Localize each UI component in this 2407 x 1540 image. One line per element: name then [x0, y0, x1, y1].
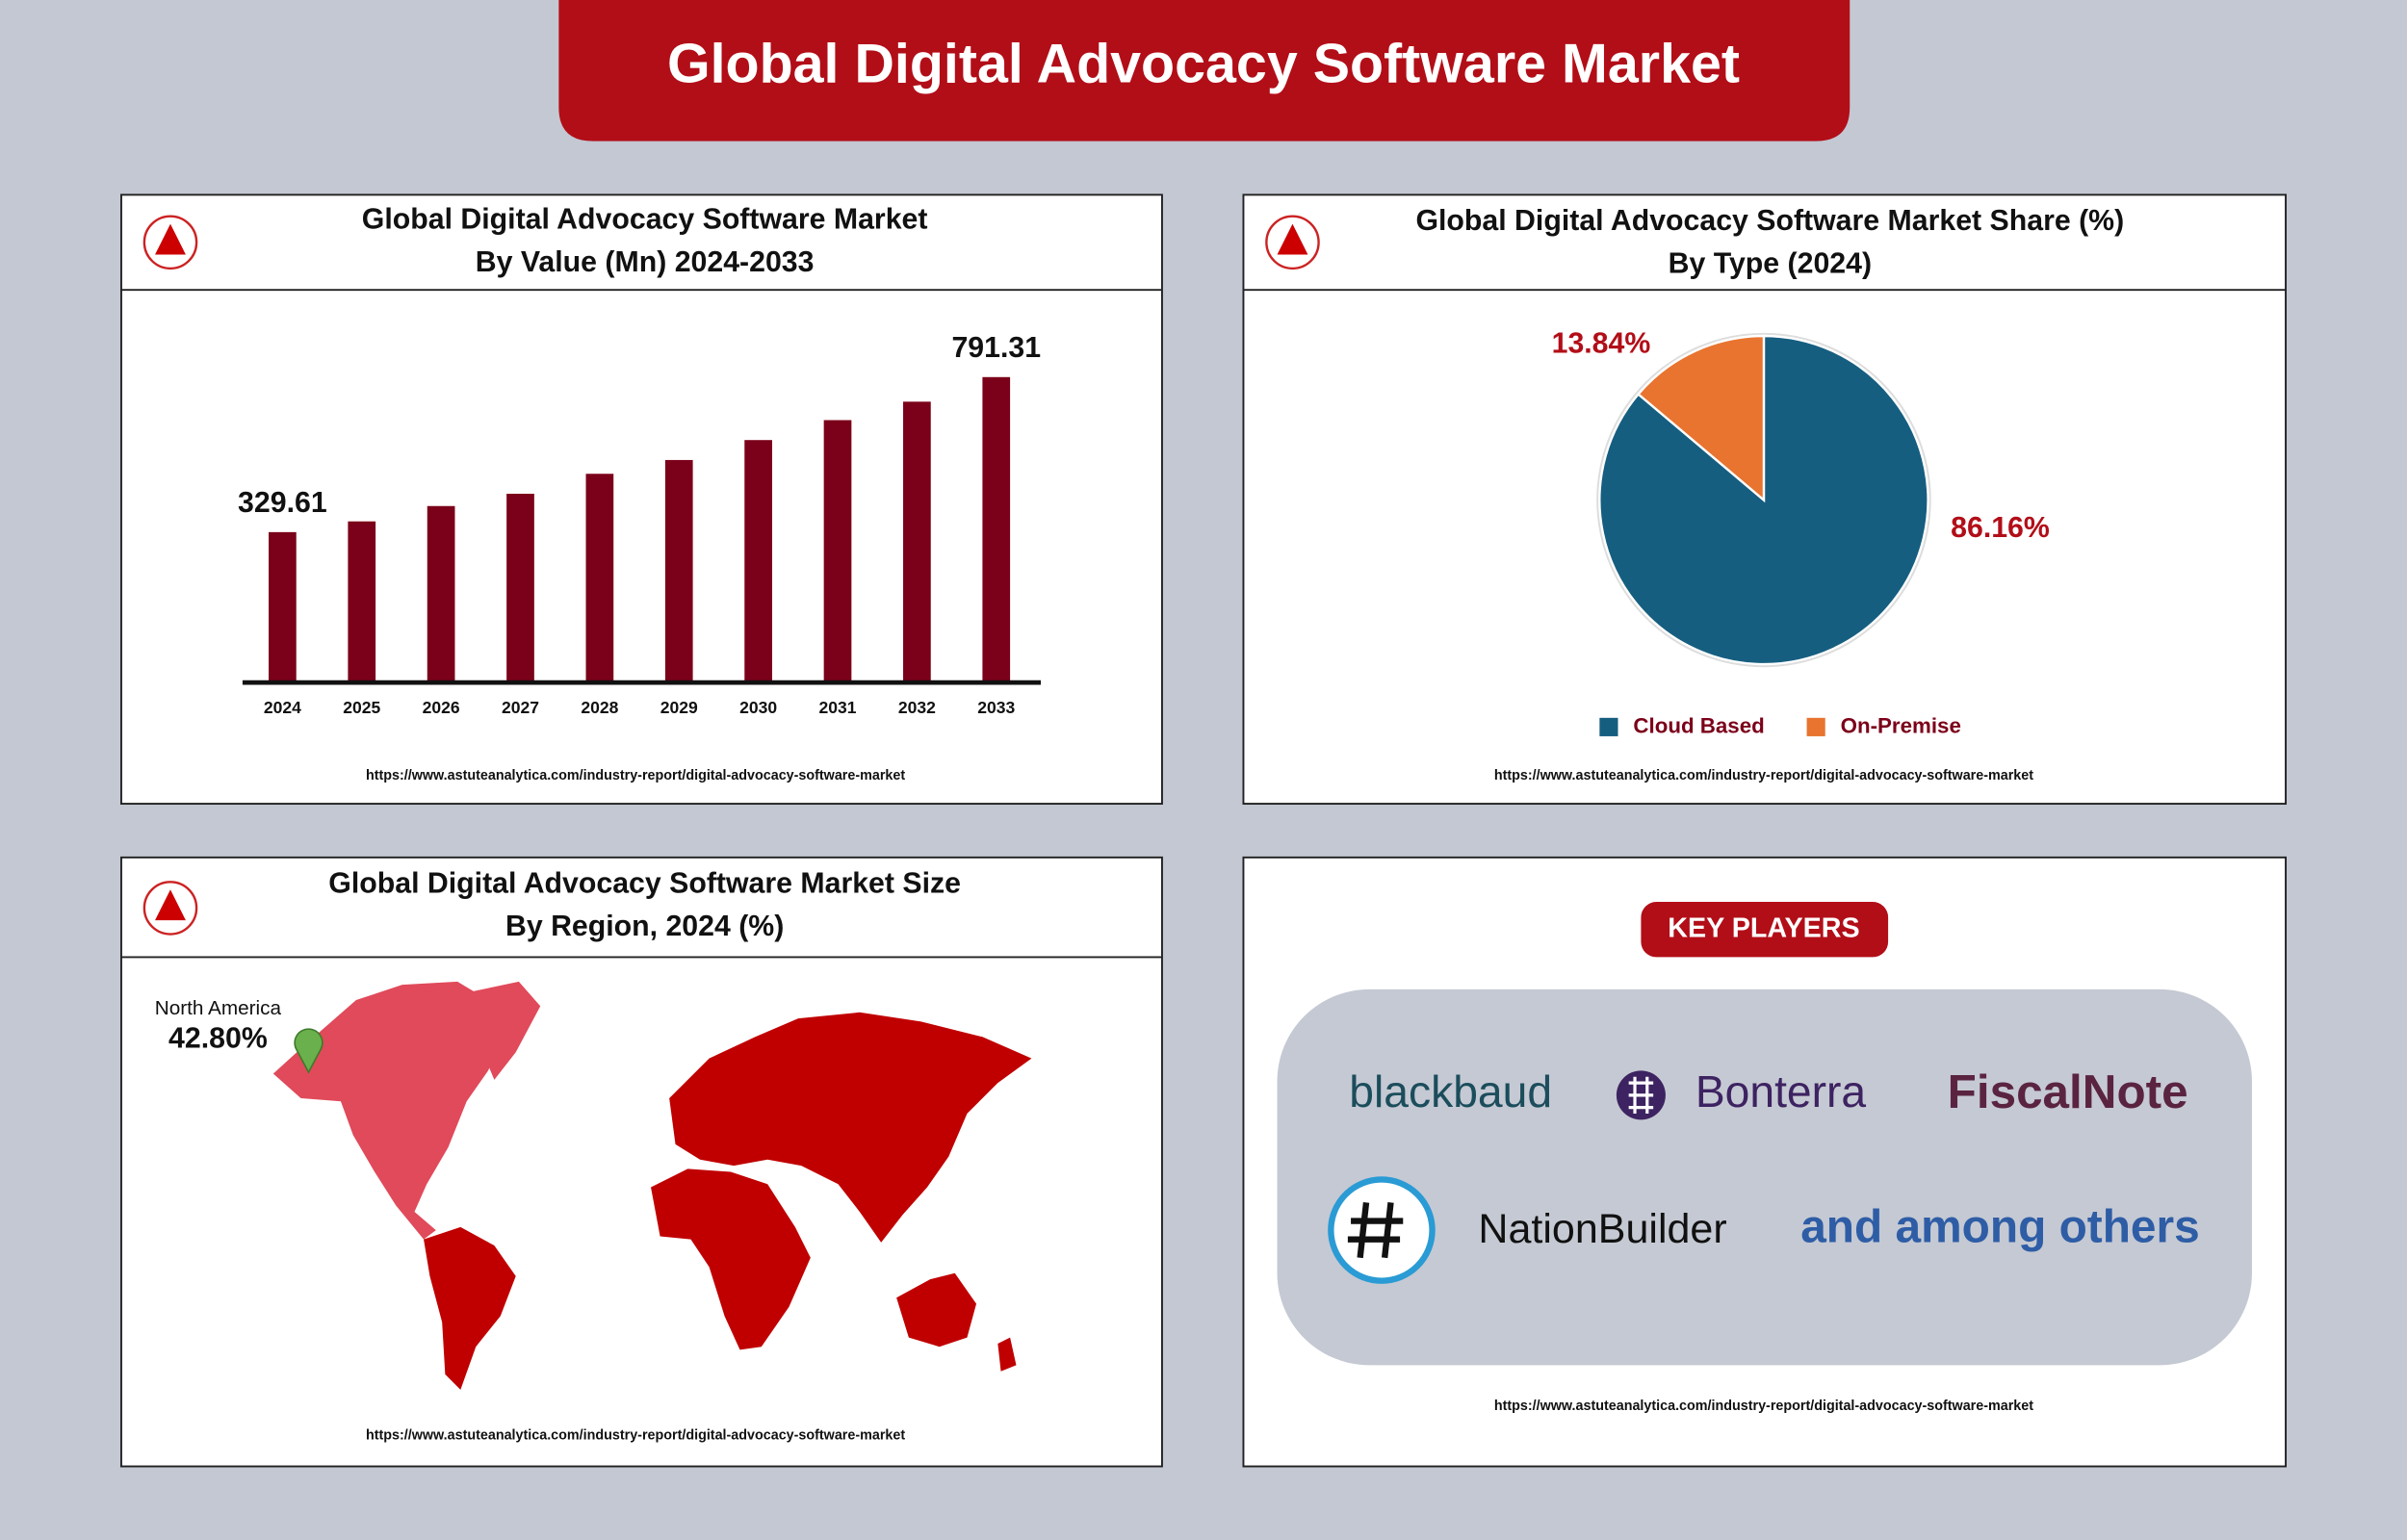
panel: [120, 856, 1163, 1468]
map-panel: Global Digital Advocacy Software Market …: [120, 856, 1163, 1468]
players-box: [1277, 988, 2252, 1366]
x-tick-label: 2025: [343, 698, 380, 717]
source: https://www.astuteanalytica.com/industry…: [1494, 768, 2033, 783]
map-pin: [294, 1028, 324, 1074]
region-value: 42.80%: [168, 1022, 268, 1054]
player-name: Bonterra: [1695, 1066, 1867, 1116]
legend-swatch: [1806, 717, 1825, 736]
source: https://www.astuteanalytica.com/industry…: [366, 768, 905, 783]
bar: [664, 459, 693, 683]
eurasia: [669, 1012, 1032, 1243]
logo-mark: [155, 889, 186, 921]
heading-pill: [1641, 902, 1889, 958]
x-tick-label: 2026: [423, 698, 460, 717]
new-zealand: [997, 1337, 1017, 1372]
player-icon-mark: [1347, 1202, 1404, 1259]
bar: [823, 420, 852, 683]
pie-slice: [1636, 334, 1766, 503]
map-subtitle: By Region, 2024 (%): [505, 911, 784, 942]
player-name: FiscalNote: [1948, 1065, 2188, 1118]
north-america: [272, 981, 507, 1240]
x-tick-label: 2024: [264, 698, 301, 717]
page-title: Global Digital Advocacy Software Market: [667, 33, 1740, 94]
source: https://www.astuteanalytica.com/industry…: [1494, 1399, 2033, 1414]
player-name: NationBuilder: [1478, 1206, 1726, 1252]
south-america: [424, 1226, 516, 1390]
charts: 2024 329.61 2025 2026 2027 2028 2029 2030 2031 20…: [238, 328, 2050, 738]
x-tick-label: 2031: [819, 698, 857, 717]
x-tick-label: 2033: [977, 698, 1015, 717]
chart-title: Global Digital Advocacy Software Market: [362, 203, 928, 235]
legend-swatch: [1599, 717, 1618, 736]
value-label: 791.31: [951, 332, 1041, 364]
bar: [427, 505, 455, 683]
bar: [982, 376, 1011, 683]
world-map: [272, 981, 1032, 1390]
chart-title: Global Digital Advocacy Software Market …: [1415, 205, 2124, 237]
chart-subtitle: By Type (2024): [1669, 248, 1872, 280]
australia: [896, 1272, 977, 1348]
value-label: 13.84%: [1552, 328, 1651, 360]
value-label: 86.16%: [1951, 512, 2050, 544]
heading: KEY PLAYERS: [1668, 912, 1859, 943]
bar: [269, 531, 297, 683]
player-icon: [1328, 1176, 1436, 1284]
players-panel: KEY PLAYERS blackbaud Bonterra FiscalNot…: [1242, 856, 2287, 1468]
map-title: Global Digital Advocacy Software Market …: [328, 868, 961, 900]
x-tick-label: 2029: [660, 698, 698, 717]
bar: [744, 440, 772, 683]
legend-label: On-Premise: [1841, 713, 1961, 737]
player-icon-mark: [1628, 1076, 1654, 1114]
greenland: [460, 981, 541, 1080]
player-name: blackbaud: [1349, 1066, 1552, 1116]
chart-subtitle: By Value (Mn) 2024-2033: [476, 246, 815, 278]
players-note: and among others: [1800, 1202, 2200, 1253]
x-tick-label: 2027: [502, 698, 539, 717]
africa: [651, 1168, 811, 1350]
legend-label: Cloud Based: [1633, 713, 1764, 737]
bar: [903, 401, 931, 683]
value-label: 329.61: [238, 487, 327, 519]
bar: [506, 493, 534, 683]
bar: [348, 521, 376, 683]
source: https://www.astuteanalytica.com/industry…: [366, 1427, 905, 1443]
title-banner: [558, 0, 1851, 141]
bar: [585, 474, 614, 683]
region-name: North America: [155, 997, 282, 1019]
x-tick-label: 2032: [898, 698, 936, 717]
logo-mark: [1277, 223, 1308, 255]
x-tick-label: 2028: [581, 698, 618, 717]
x-tick-label: 2030: [739, 698, 777, 717]
logo-mark: [155, 223, 186, 255]
